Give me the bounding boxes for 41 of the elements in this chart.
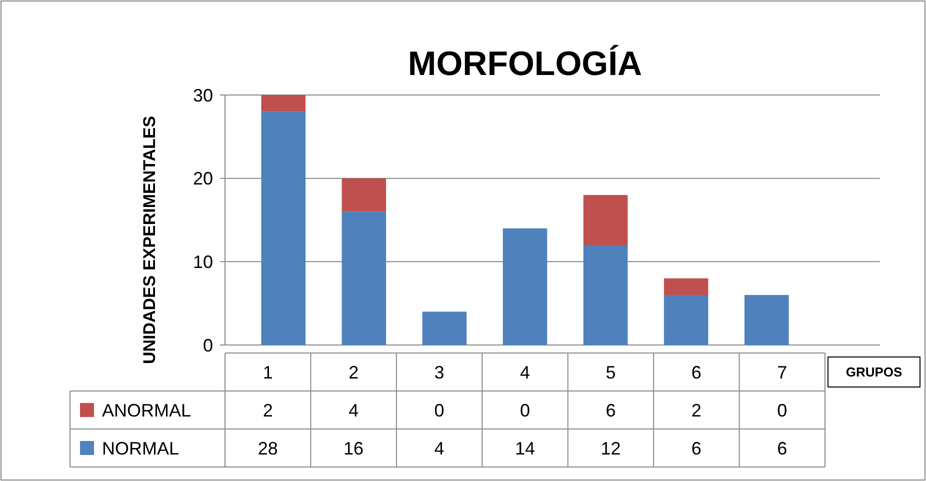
legend-label: ANORMAL	[102, 400, 192, 420]
bar	[422, 312, 467, 345]
y-tick-label: 10	[192, 252, 213, 272]
data-label: 14	[514, 438, 536, 458]
data-label: 6	[691, 438, 702, 458]
data-label: 2	[691, 400, 702, 420]
x-tick-label: 4	[520, 362, 530, 382]
data-label: 0	[777, 400, 788, 420]
data-label: 0	[434, 400, 444, 420]
y-axis-title: UNIDADES EXPERIMENTALES	[140, 116, 159, 364]
bar	[261, 95, 306, 112]
data-label: 2	[262, 400, 273, 420]
bar	[583, 245, 628, 345]
data-label: 12	[600, 438, 621, 458]
bar	[342, 212, 386, 345]
data-label: 4	[348, 400, 359, 420]
bar	[502, 228, 548, 345]
bar	[664, 278, 708, 295]
data-label: 4	[434, 438, 444, 458]
data-label: 6	[606, 400, 616, 420]
y-tick-label: 20	[192, 168, 213, 189]
y-tick-label: 30	[192, 85, 213, 106]
chart-title: MORFOLOGÍA	[408, 44, 642, 83]
data-label: 6	[777, 438, 788, 458]
bar	[744, 295, 789, 345]
y-tick-label: 0	[202, 335, 213, 356]
data-label: 0	[520, 400, 530, 420]
data-label: 28	[258, 438, 278, 458]
bar	[583, 195, 628, 245]
x-tick-label: 7	[777, 362, 788, 382]
x-tick-label: 3	[434, 362, 444, 382]
x-tick-label: 2	[348, 362, 359, 382]
x-axis-title: GRUPOS	[846, 364, 902, 380]
x-tick-label: 5	[606, 362, 616, 382]
bar	[342, 178, 386, 212]
data-label: 16	[344, 438, 364, 458]
bar	[664, 295, 708, 345]
x-tick-label: 6	[691, 362, 702, 382]
bar	[261, 112, 306, 345]
x-tick-label: 1	[262, 362, 273, 382]
legend-label: NORMAL	[102, 438, 180, 458]
